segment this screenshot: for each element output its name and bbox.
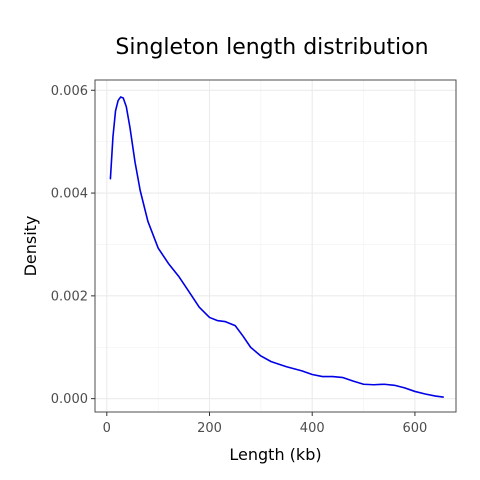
gridlines bbox=[95, 80, 456, 412]
y-tick-label: 0.006 bbox=[51, 84, 88, 99]
y-axis-title: Density bbox=[21, 216, 40, 277]
y-tick-label: 0.000 bbox=[51, 392, 88, 407]
density-line-0 bbox=[109, 96, 444, 398]
x-axis-title: Length (kb) bbox=[229, 445, 321, 464]
plot-border bbox=[94, 79, 457, 413]
series-layer bbox=[109, 96, 444, 398]
y-tick-label: 0.004 bbox=[51, 187, 88, 202]
x-tick-label: 200 bbox=[197, 421, 222, 436]
x-tick-label: 0 bbox=[103, 421, 111, 436]
x-tick-label: 400 bbox=[300, 421, 325, 436]
plot-panel bbox=[94, 79, 457, 413]
chart-title: Singleton length distribution bbox=[115, 35, 428, 60]
x-tick-label: 600 bbox=[403, 421, 428, 436]
y-tick-label: 0.002 bbox=[51, 289, 88, 304]
axes: 0 200 400 600 0.000 0.002 0.004 0.006 bbox=[51, 84, 428, 436]
